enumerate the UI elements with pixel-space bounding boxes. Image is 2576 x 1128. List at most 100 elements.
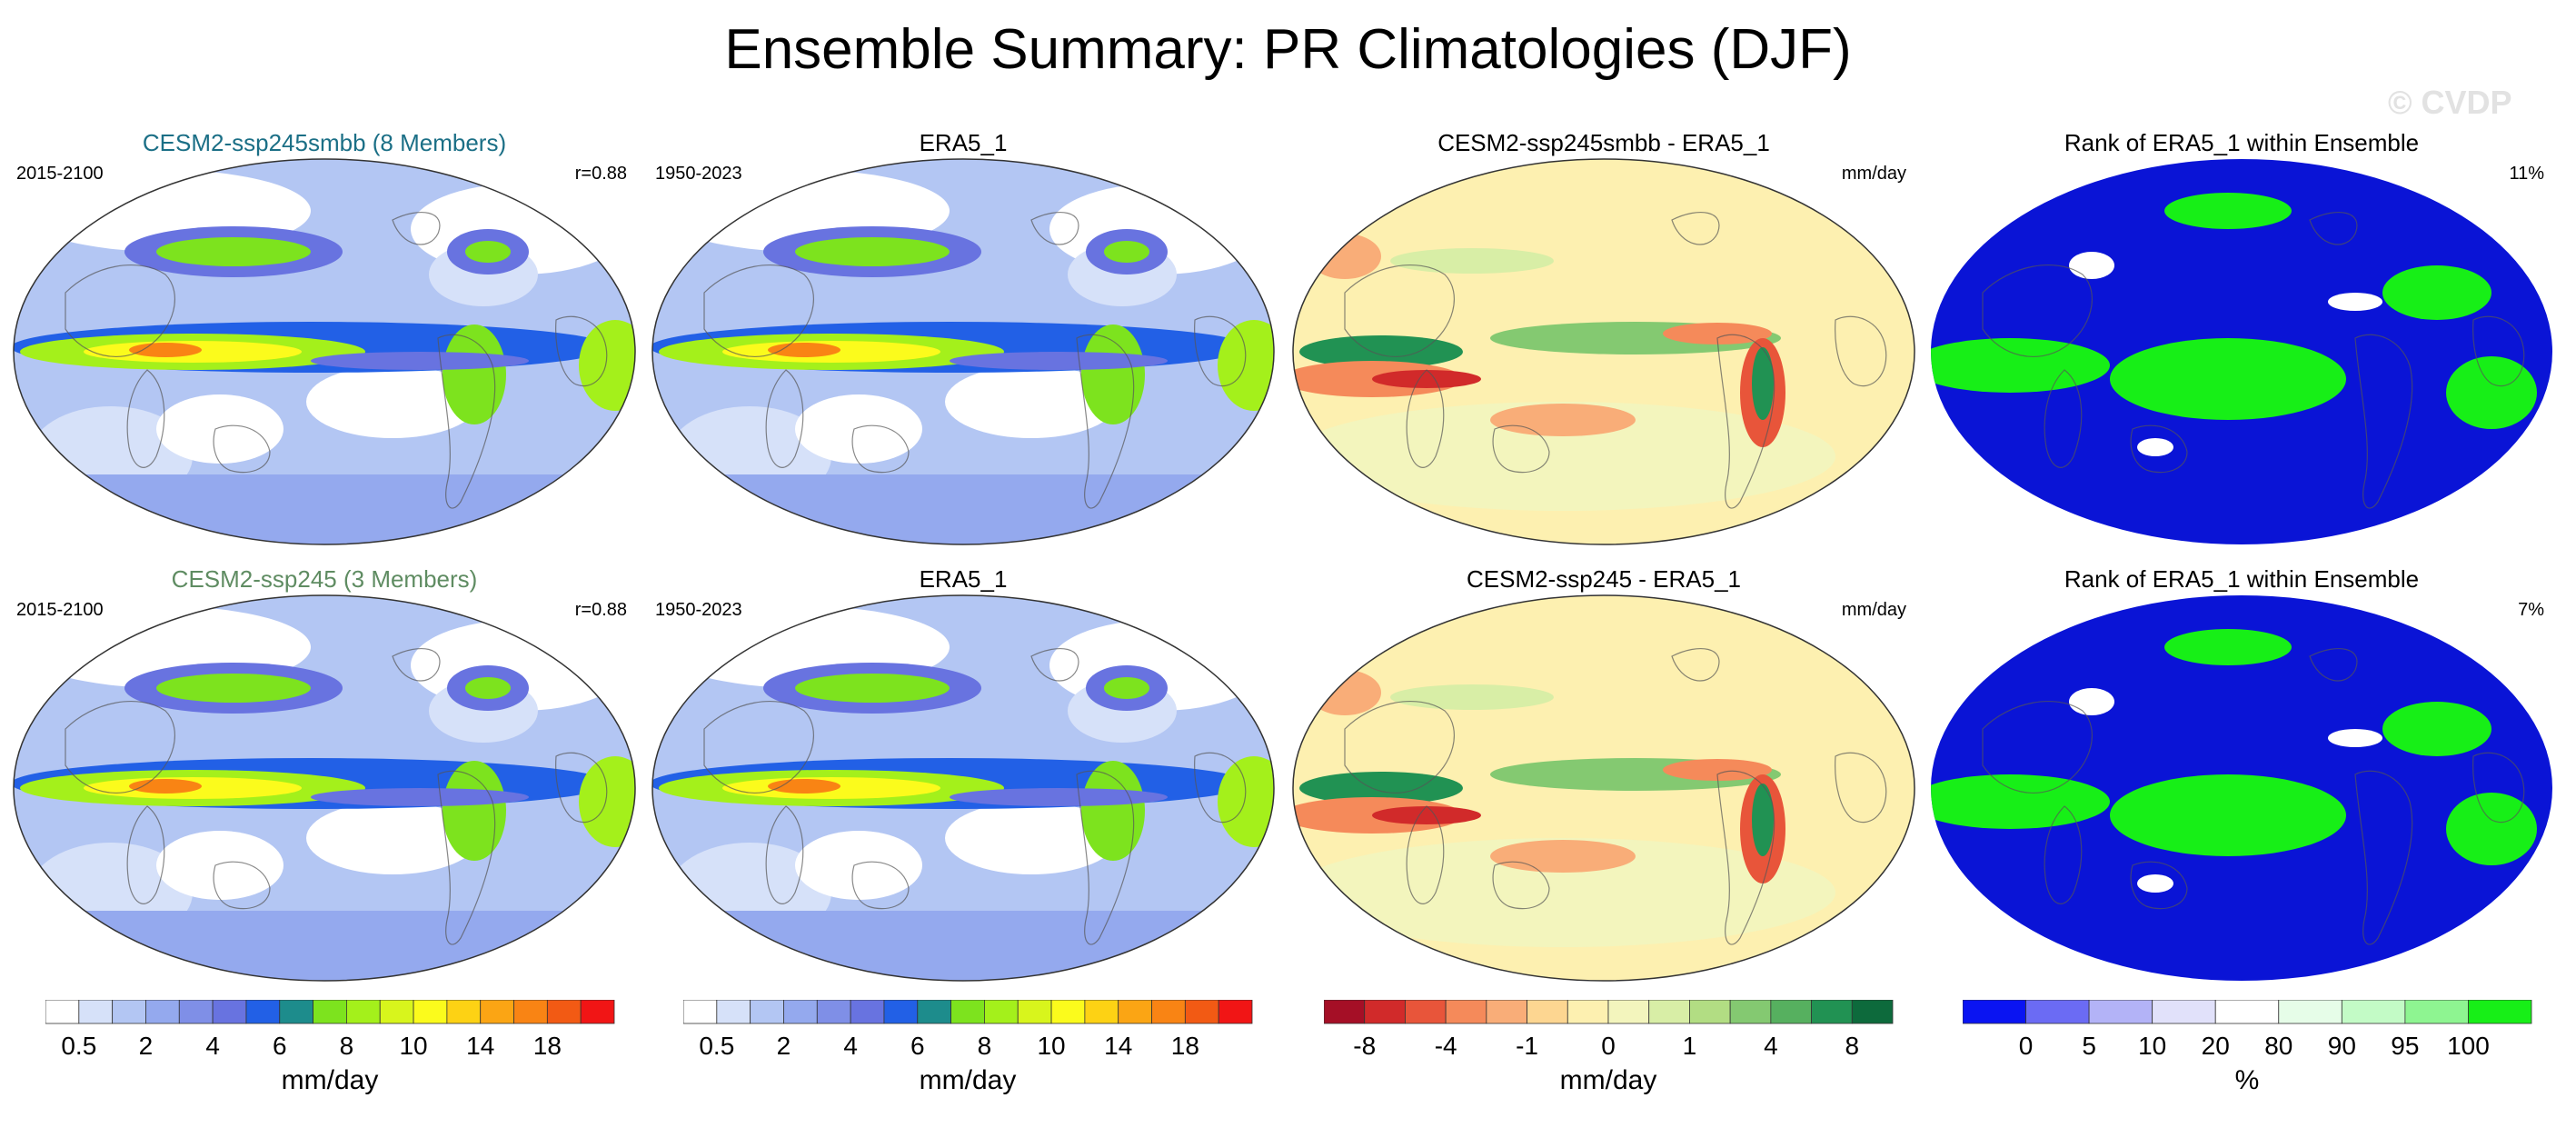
colorbar-tick-label: 4 <box>205 1032 220 1060</box>
southern-storm-track <box>14 911 635 981</box>
colorbar-swatch <box>379 1000 414 1024</box>
colorbar-swatch <box>1486 1000 1527 1024</box>
colorbar-swatch <box>1811 1000 1853 1024</box>
itcz-band <box>311 788 529 806</box>
colorbar: 0.5 2 4 6 8 10 14 18 mm/day <box>45 1000 627 1118</box>
itcz-core <box>129 343 202 357</box>
colorbar-swatch <box>1770 1000 1812 1024</box>
map-outline <box>13 594 636 982</box>
coastline <box>1835 752 1887 824</box>
colorbar-swatch <box>2025 1000 2090 1024</box>
colorbar-swatch <box>716 1000 751 1024</box>
coastline <box>392 648 441 682</box>
colorbar-unit: mm/day <box>919 1065 1017 1095</box>
colorbar-tick-label: 8 <box>1845 1032 1859 1060</box>
colorbar-swatch <box>1151 1000 1186 1024</box>
colorbar-tick-label: 0 <box>1601 1032 1616 1060</box>
colorbar-swatch <box>1648 1000 1690 1024</box>
colorbar-swatch <box>850 1000 885 1024</box>
coastline <box>1492 424 1550 474</box>
coastline <box>851 424 910 474</box>
rank-mid-region <box>2328 293 2382 311</box>
colorbar-swatch <box>1324 1000 1366 1024</box>
colorbar-swatch <box>2088 1000 2153 1024</box>
panel-stat-label: mm/day <box>1841 600 1906 620</box>
rank-high-region <box>2164 193 2292 229</box>
rank-high-region <box>2446 356 2537 429</box>
colorbar-unit: % <box>2234 1065 2260 1095</box>
colorbar-swatch <box>917 1000 951 1024</box>
colorbar-swatch <box>683 1000 718 1024</box>
rank-high-region <box>2110 774 2346 856</box>
colorbar-swatch <box>1084 1000 1119 1024</box>
negative-diff <box>1308 670 1381 715</box>
colorbar-tick-label: 6 <box>910 1032 925 1060</box>
colorbar-swatch <box>1017 1000 1052 1024</box>
coastline <box>1030 648 1079 682</box>
colorbar-swatch <box>212 1000 247 1024</box>
coastline <box>1344 265 1455 357</box>
coastline <box>1030 212 1079 245</box>
coastline <box>2309 648 2358 682</box>
colorbar-swatch <box>279 1000 313 1024</box>
colorbar-swatch <box>816 1000 851 1024</box>
panel-stat-label: 11% <box>2509 164 2544 184</box>
colorbar-swatch <box>984 1000 1019 1024</box>
colorbar-tick-label: 1 <box>1683 1032 1697 1060</box>
colorbar-swatch <box>1607 1000 1650 1024</box>
colorbar-tick-label: 6 <box>273 1032 287 1060</box>
period-label: 2015-2100 <box>16 164 104 184</box>
colorbar-swatch <box>45 1000 80 1024</box>
page-title: Ensemble Summary: PR Climatologies (DJF) <box>724 18 1852 81</box>
map-outline <box>13 158 636 545</box>
colorbar-swatch <box>2152 1000 2216 1024</box>
amazon-rain <box>1081 324 1145 424</box>
negative-diff <box>1663 759 1772 781</box>
storm-track <box>465 241 511 263</box>
dry-region <box>795 831 922 900</box>
rank-mid-region <box>2137 438 2173 456</box>
map-panel-clim: CESM2-ssp245 (3 Members) 2015-2100 r=0.88 <box>11 436 638 982</box>
coastline <box>1671 212 1720 245</box>
colorbar-tick-label: 0.5 <box>61 1032 96 1060</box>
colorbar-tick-label: 90 <box>2328 1032 2356 1060</box>
colorbar-swatch <box>1729 1000 1772 1024</box>
coastline <box>2044 805 2083 904</box>
itcz-band <box>950 788 1168 806</box>
colorbar-tick-label: 4 <box>1764 1032 1778 1060</box>
colorbar-swatch <box>2468 1000 2532 1024</box>
coastline <box>703 265 814 357</box>
rank-high-region <box>2110 338 2346 420</box>
itcz-core <box>129 779 202 794</box>
panel-stat-label: mm/day <box>1841 164 1906 184</box>
colorbar-plot: 0.5 2 4 6 8 10 14 18 <box>683 1000 1253 1060</box>
dry-region <box>945 802 1118 874</box>
colorbar-plot: 0.5 2 4 6 8 10 14 18 <box>45 1000 615 1060</box>
coastline <box>437 770 496 945</box>
rank-mid-region <box>2137 874 2173 893</box>
map-plot <box>13 594 636 982</box>
colorbar-swatch <box>245 1000 281 1024</box>
map-plot <box>1931 595 2552 981</box>
panel-title: ERA5_1 <box>919 129 1008 156</box>
coastline <box>437 334 496 509</box>
colorbar: 0 5 10 20 80 90 95 100% <box>1963 1000 2544 1118</box>
rank-mid-region <box>2328 729 2382 747</box>
map-plot <box>1292 158 1915 545</box>
colorbar-tick-label: 0.5 <box>699 1032 734 1060</box>
colorbar-tick-label: 0 <box>2019 1032 2034 1060</box>
positive-diff <box>1752 784 1774 856</box>
rank-high-region <box>2382 702 2491 756</box>
colorbar-swatch <box>145 1000 180 1024</box>
colorbar-plot: -8 -4 -1 0 1 4 8 <box>1324 1000 1894 1060</box>
colorbar-tick-label: 18 <box>533 1032 562 1060</box>
coastline <box>2472 315 2525 387</box>
map-outline <box>1292 158 1915 545</box>
map-plot <box>13 158 636 545</box>
colorbar-plot: 0 5 10 20 80 90 95 100 <box>1963 1000 2532 1060</box>
colorbar-swatch <box>1689 1000 1731 1024</box>
coastline <box>2472 752 2525 824</box>
colorbar-swatch <box>1851 1000 1894 1024</box>
coastline <box>2354 334 2413 509</box>
colorbar-swatch <box>750 1000 784 1024</box>
